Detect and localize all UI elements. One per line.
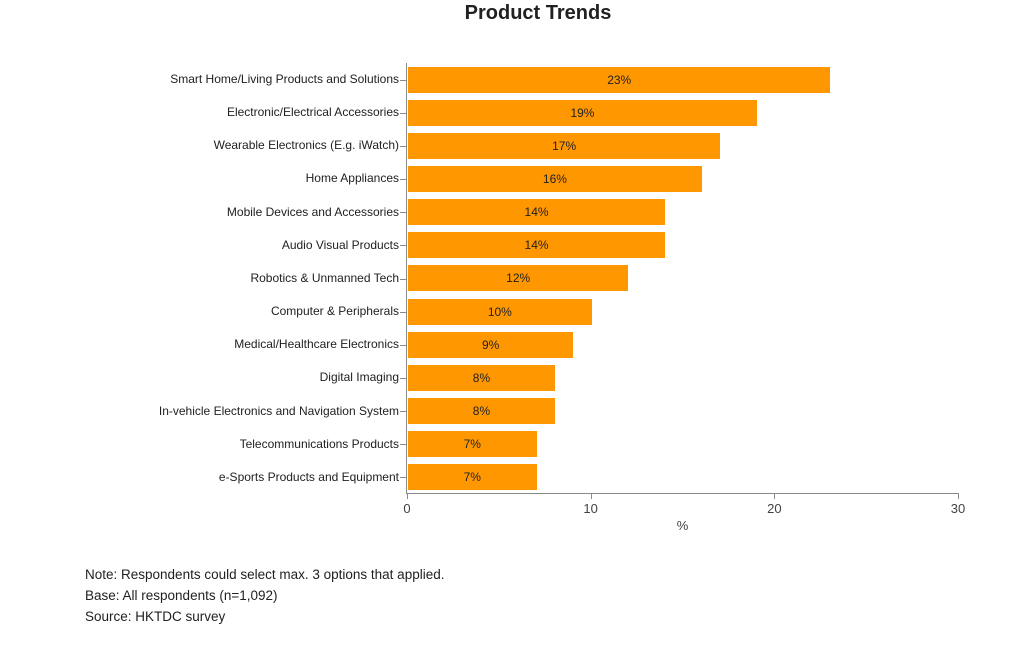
category-label: Home Appliances: [305, 171, 399, 186]
x-tick-label: 20: [767, 501, 782, 516]
y-tick-mark: [400, 344, 406, 346]
bar-3: 17%: [408, 132, 721, 159]
category-label: Robotics & Unmanned Tech: [250, 270, 399, 285]
bar-6: 14%: [408, 232, 666, 259]
bar-value-label: 14%: [524, 205, 549, 220]
bar-row: 10%: [407, 295, 958, 328]
y-tick-mark: [400, 245, 406, 247]
y-tick-mark: [400, 212, 406, 214]
bar-value-label: 9%: [481, 337, 500, 352]
bar-row: 17%: [407, 129, 958, 162]
bar-5: 14%: [408, 199, 666, 226]
bar-row: 8%: [407, 395, 958, 428]
bar-value-label: 17%: [552, 138, 577, 153]
category-label: Medical/Healthcare Electronics: [234, 337, 399, 352]
bar-9: 9%: [408, 331, 574, 358]
category-label: Digital Imaging: [319, 370, 399, 385]
category-label: Electronic/Electrical Accessories: [226, 105, 399, 120]
y-tick-mark: [400, 411, 406, 413]
bar-row: 23%: [407, 63, 958, 96]
bar-7: 12%: [408, 265, 629, 292]
bar-value-label: 23%: [607, 72, 632, 87]
category-label: Audio Visual Products: [281, 237, 399, 252]
bar-row: 12%: [407, 262, 958, 295]
bar-8: 10%: [408, 298, 592, 325]
y-tick-mark: [400, 477, 406, 479]
category-label: Telecommunications Products: [239, 436, 399, 451]
x-tick-label: 10: [583, 501, 598, 516]
category-label: Wearable Electronics (E.g. iWatch): [213, 138, 399, 153]
bar-value-label: 8%: [472, 370, 491, 385]
x-axis-title: %: [676, 518, 689, 533]
category-label: e-Sports Products and Equipment: [218, 469, 399, 484]
bar-value-label: 12%: [506, 271, 531, 286]
x-tick-mark: [407, 493, 408, 499]
y-tick-mark: [400, 145, 406, 147]
y-tick-mark: [400, 79, 406, 81]
x-tick-mark: [958, 493, 959, 499]
y-tick-mark: [400, 311, 406, 313]
bar-1: 23%: [408, 66, 831, 93]
bar-4: 16%: [408, 166, 702, 193]
bar-12: 7%: [408, 431, 537, 458]
bar-row: 16%: [407, 162, 958, 195]
plot-area: % 23% 19% 17% 16% 14% 14% 12% 10% 9% 8% 8% 7% 7% 0 10 2…: [400, 63, 965, 533]
bar-value-label: 7%: [463, 437, 481, 452]
x-tick-mark: [774, 493, 776, 499]
bar-value-label: 8%: [472, 404, 491, 419]
y-tick-mark: [400, 377, 406, 379]
category-label: Smart Home/Living Products and Solutions: [170, 72, 399, 86]
bar-row: 14%: [407, 196, 958, 229]
bar-2: 19%: [408, 99, 757, 126]
x-tick-mark: [590, 493, 592, 499]
footnotes: Note: Respondents could select max. 3 op…: [85, 564, 444, 627]
bar-row: 7%: [407, 428, 958, 461]
bar-row: 19%: [407, 96, 958, 129]
footnote-source: Source: HKTDC survey: [85, 609, 226, 624]
bar-value-label: 7%: [463, 470, 481, 485]
bar-row: 14%: [407, 229, 958, 262]
y-axis-labels: Smart Home/Living Products and Solutions…: [0, 63, 399, 494]
category-label: In-vehicle Electronics and Navigation Sy…: [158, 403, 399, 418]
bar-row: 9%: [407, 328, 958, 361]
y-tick-mark: [400, 278, 406, 280]
category-label: Computer & Peripherals: [270, 304, 399, 319]
bar-10: 8%: [408, 364, 555, 391]
y-tick-mark: [400, 179, 406, 181]
bar-row: 8%: [407, 361, 958, 394]
bar-value-label: 16%: [542, 172, 567, 187]
bar-value-label: 14%: [524, 238, 549, 253]
y-tick-mark: [400, 112, 406, 114]
bar-11: 8%: [408, 398, 555, 425]
x-tick-label: 30: [950, 501, 966, 516]
footnote-base: Base: All respondents (n=1,092): [85, 588, 278, 603]
bar-value-label: 10%: [487, 304, 512, 319]
bar-13: 7%: [408, 464, 537, 491]
footnote-note: Note: Respondents could select max. 3 op…: [85, 567, 445, 582]
category-label: Mobile Devices and Accessories: [226, 204, 399, 219]
y-tick-mark: [400, 444, 406, 446]
bar-value-label: 19%: [570, 105, 595, 120]
chart-title: Product Trends: [464, 2, 612, 24]
bar-row: 7%: [407, 461, 958, 494]
x-tick-label: 0: [403, 501, 411, 516]
